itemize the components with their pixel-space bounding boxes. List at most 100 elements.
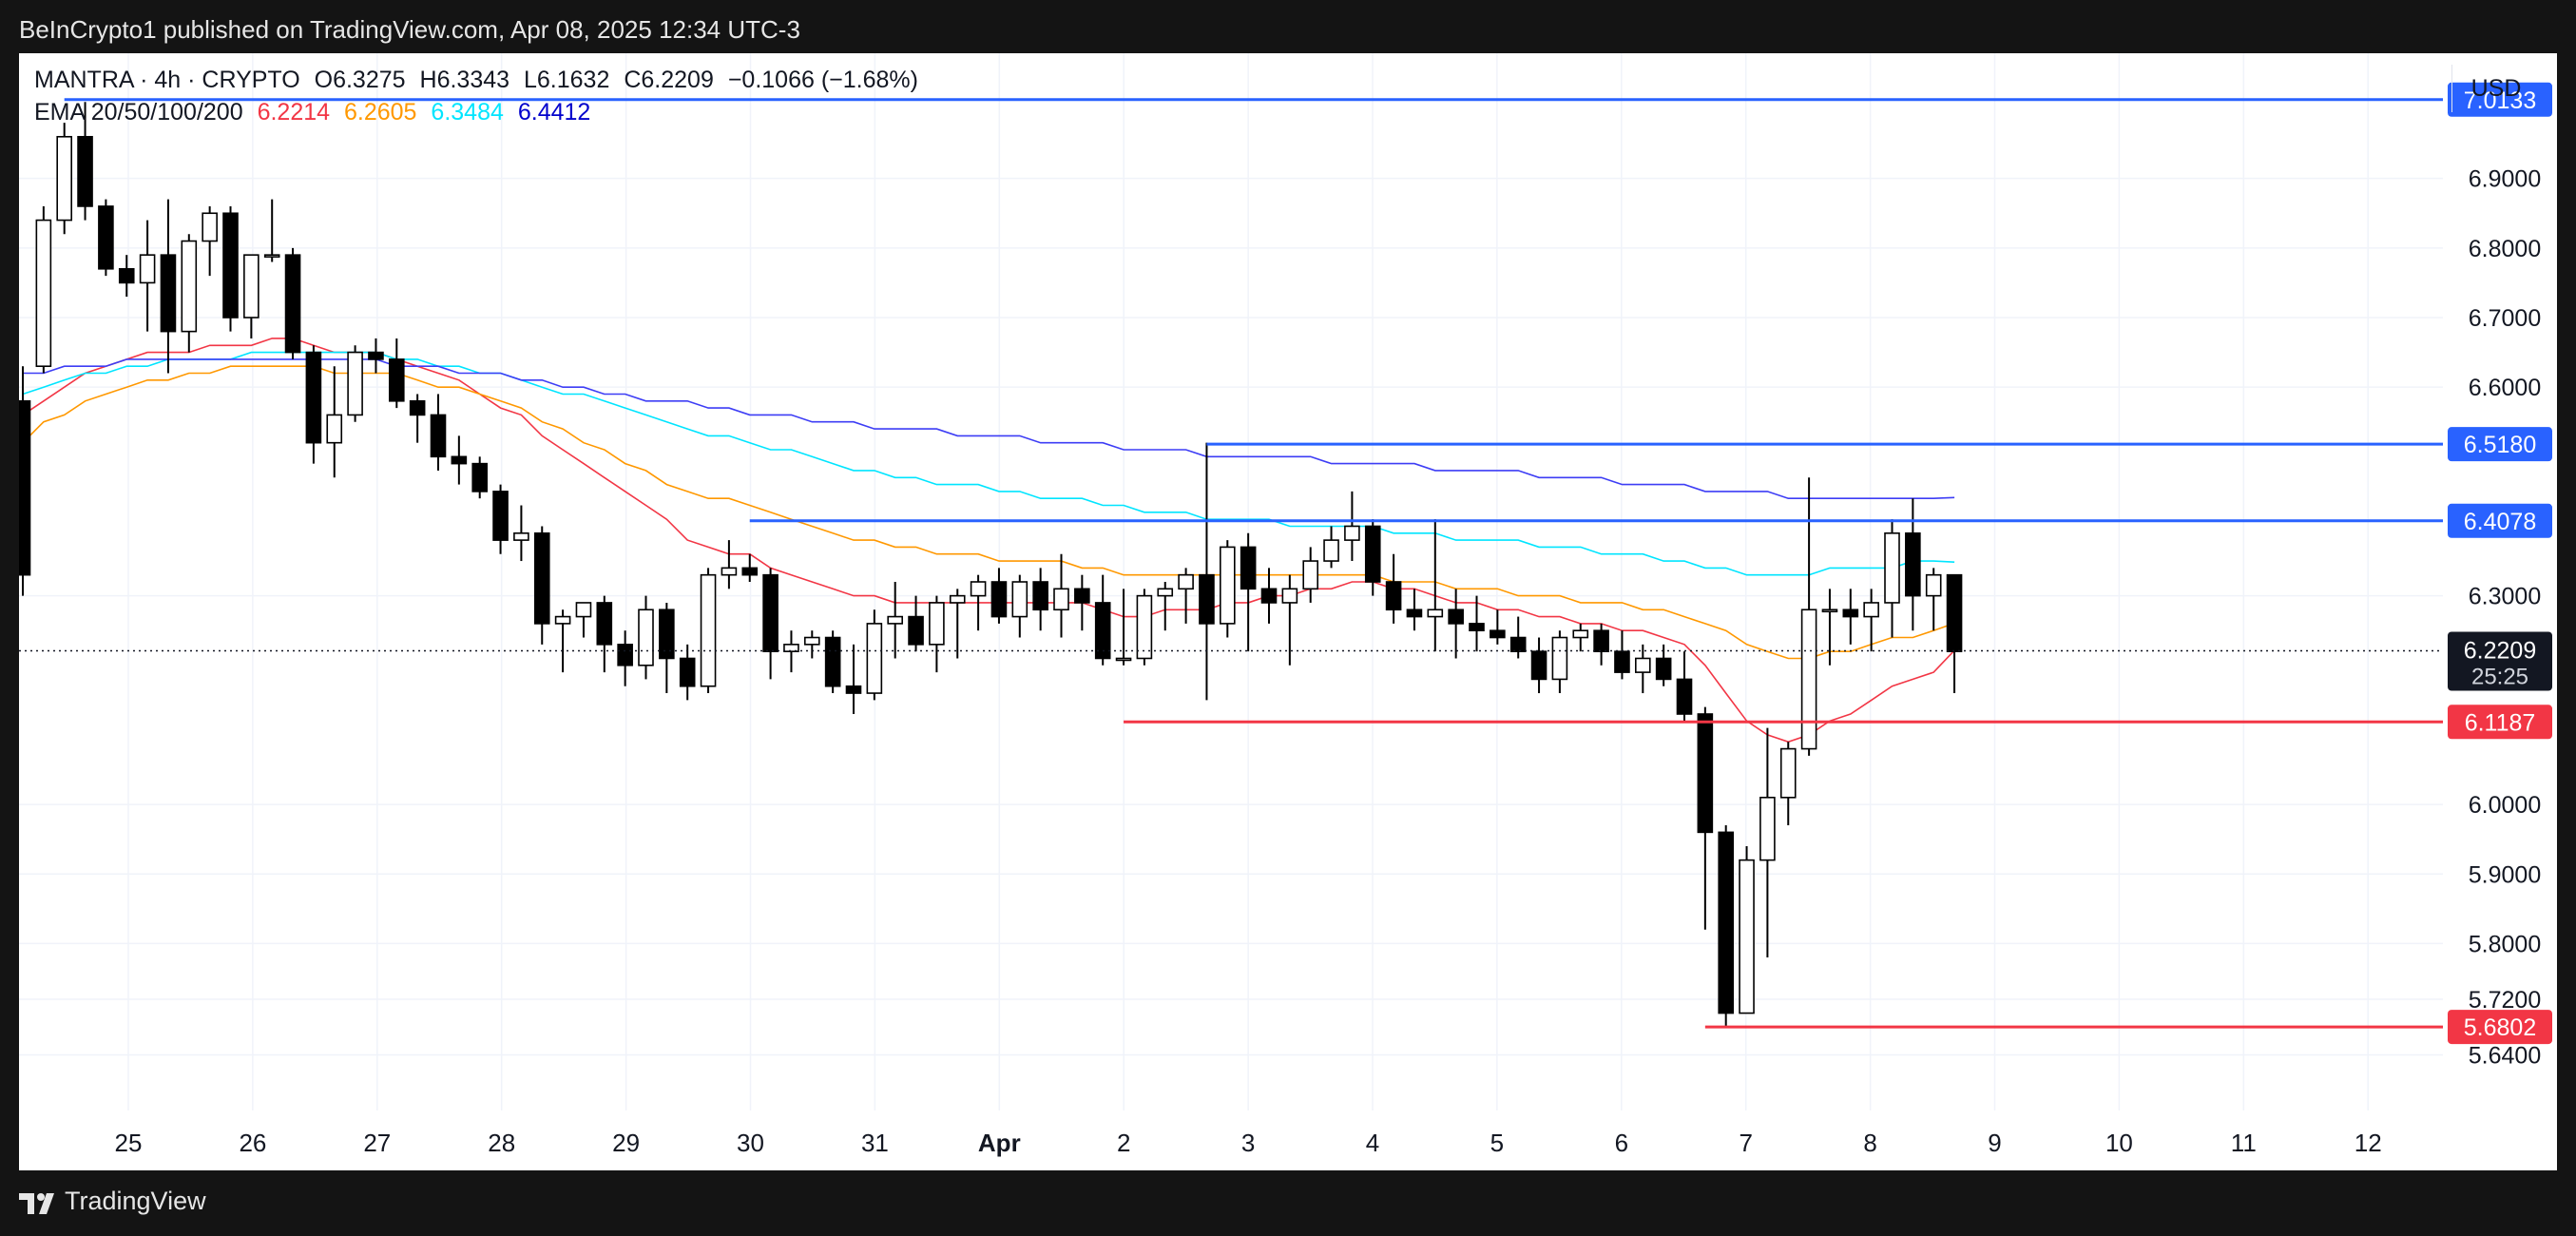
candle-body (98, 205, 114, 270)
candle-body (1635, 657, 1651, 673)
candle-body (1884, 531, 1900, 604)
level-label-box (2448, 503, 2552, 538)
publisher-text: BeInCrypto1 published on TradingView.com… (19, 15, 800, 44)
candle-body (1697, 713, 1714, 834)
price-tick-label: 6.9000 (2469, 166, 2541, 193)
candle-body (222, 212, 239, 319)
candle-body (929, 602, 945, 646)
candle-body (1946, 573, 1963, 652)
candle-body (1199, 573, 1215, 625)
price-tick-label: 5.9000 (2469, 861, 2541, 888)
candle-body (451, 455, 468, 465)
close-value: C6.2209 (624, 67, 714, 93)
level-label: 5.6802 (2464, 1014, 2536, 1041)
time-tick-label: 5 (1490, 1129, 1504, 1157)
ema-line-200 (23, 358, 1955, 500)
candle-body (596, 602, 613, 646)
candle-body (326, 414, 343, 444)
price-tick-label: 6.7000 (2469, 305, 2541, 332)
symbol-legend: MANTRA · 4h · CRYPTO O6.3275 H6.3343 L6.… (34, 67, 926, 94)
candle-body (1032, 581, 1048, 611)
price-tick-label: 5.7200 (2469, 987, 2541, 1014)
last-price-label: 6.2209 (2464, 637, 2536, 664)
symbol-line: MANTRA · 4h · CRYPTO (34, 67, 300, 93)
candle-body (202, 212, 218, 242)
time-tick-label: 11 (2231, 1129, 2257, 1157)
candle-body (575, 602, 592, 618)
candle-body (659, 608, 675, 660)
candle-body (263, 254, 280, 258)
tradingview-brand: TradingView (65, 1187, 206, 1215)
ema-line-100 (22, 351, 1955, 576)
candle-body (388, 358, 405, 402)
time-tick-label: 8 (1863, 1129, 1876, 1157)
candle-body (1302, 560, 1318, 590)
candle-body (1260, 588, 1278, 604)
candle-body (1905, 531, 1921, 597)
candle-body (284, 254, 301, 354)
candle-body (492, 491, 509, 541)
candle-body (139, 254, 156, 284)
candle-body (77, 135, 93, 207)
time-tick-label: 7 (1739, 1129, 1752, 1157)
level-label: 6.5180 (2464, 432, 2536, 458)
time-tick-label: 26 (239, 1129, 266, 1157)
candle-body (1655, 657, 1672, 681)
last-price-label-box (2448, 631, 2552, 691)
time-tick-label: 6 (1615, 1129, 1628, 1157)
candle-body (679, 657, 696, 687)
candle-body (368, 351, 384, 360)
ema200-value: 6.4412 (517, 99, 591, 126)
candle-body (1364, 525, 1381, 583)
candle-body (118, 267, 135, 284)
candle-body (305, 351, 322, 444)
candle-body (1779, 747, 1797, 799)
candle-body (19, 399, 31, 576)
price-chart[interactable]: 6.9000 6.8000 6.7000 6.6000 6.3000 6.0000 5.90… (19, 53, 2557, 1170)
candle-body (1739, 859, 1755, 1014)
candle-body (1094, 602, 1111, 660)
candle-body (908, 615, 924, 646)
candle-body (533, 531, 550, 625)
candle-body (554, 615, 571, 625)
candle-body (1344, 525, 1360, 541)
candle-body (1593, 629, 1609, 652)
chart-panel[interactable]: 6.9000 6.8000 6.7000 6.6000 6.3000 6.0000 5.90… (19, 53, 2557, 1170)
candle-body (1842, 608, 1859, 618)
candle-body (513, 531, 529, 541)
currency-selector[interactable]: USD (2451, 65, 2540, 112)
candle-body (1074, 588, 1090, 604)
candle-body (243, 254, 260, 319)
level-label: 6.4078 (2464, 509, 2536, 535)
candle-body (1572, 629, 1589, 639)
time-tick-label: 30 (737, 1129, 764, 1157)
candle-body (1115, 657, 1132, 662)
ema20-value: 6.2214 (257, 99, 331, 126)
candle-body (409, 399, 426, 416)
candle-body (1053, 588, 1069, 611)
candle-body (970, 581, 987, 597)
candle-body (347, 351, 363, 416)
candle-body (866, 623, 883, 694)
candle-body (1136, 594, 1153, 660)
ema-line-50 (22, 365, 1955, 660)
candle-body (741, 567, 759, 576)
price-tick-label: 5.6400 (2469, 1042, 2541, 1069)
candle-body (1718, 831, 1734, 1014)
time-tick-label: 25 (115, 1129, 143, 1157)
candle-body (1551, 636, 1568, 681)
open-value: O6.3275 (314, 67, 406, 93)
candle-body (1240, 546, 1257, 590)
candle-body (1676, 678, 1693, 715)
candle-body (949, 594, 966, 604)
candle-body (181, 240, 198, 333)
candle-body (1759, 796, 1776, 861)
ema50-value: 6.2605 (344, 99, 417, 126)
candle-body (1490, 629, 1506, 639)
change-value: −0.1066 (−1.68%) (727, 67, 918, 93)
low-value: L6.1632 (524, 67, 610, 93)
candle-body (56, 135, 73, 222)
candle-body (721, 567, 738, 576)
candle-body (783, 644, 799, 652)
candle-body (1323, 539, 1339, 562)
